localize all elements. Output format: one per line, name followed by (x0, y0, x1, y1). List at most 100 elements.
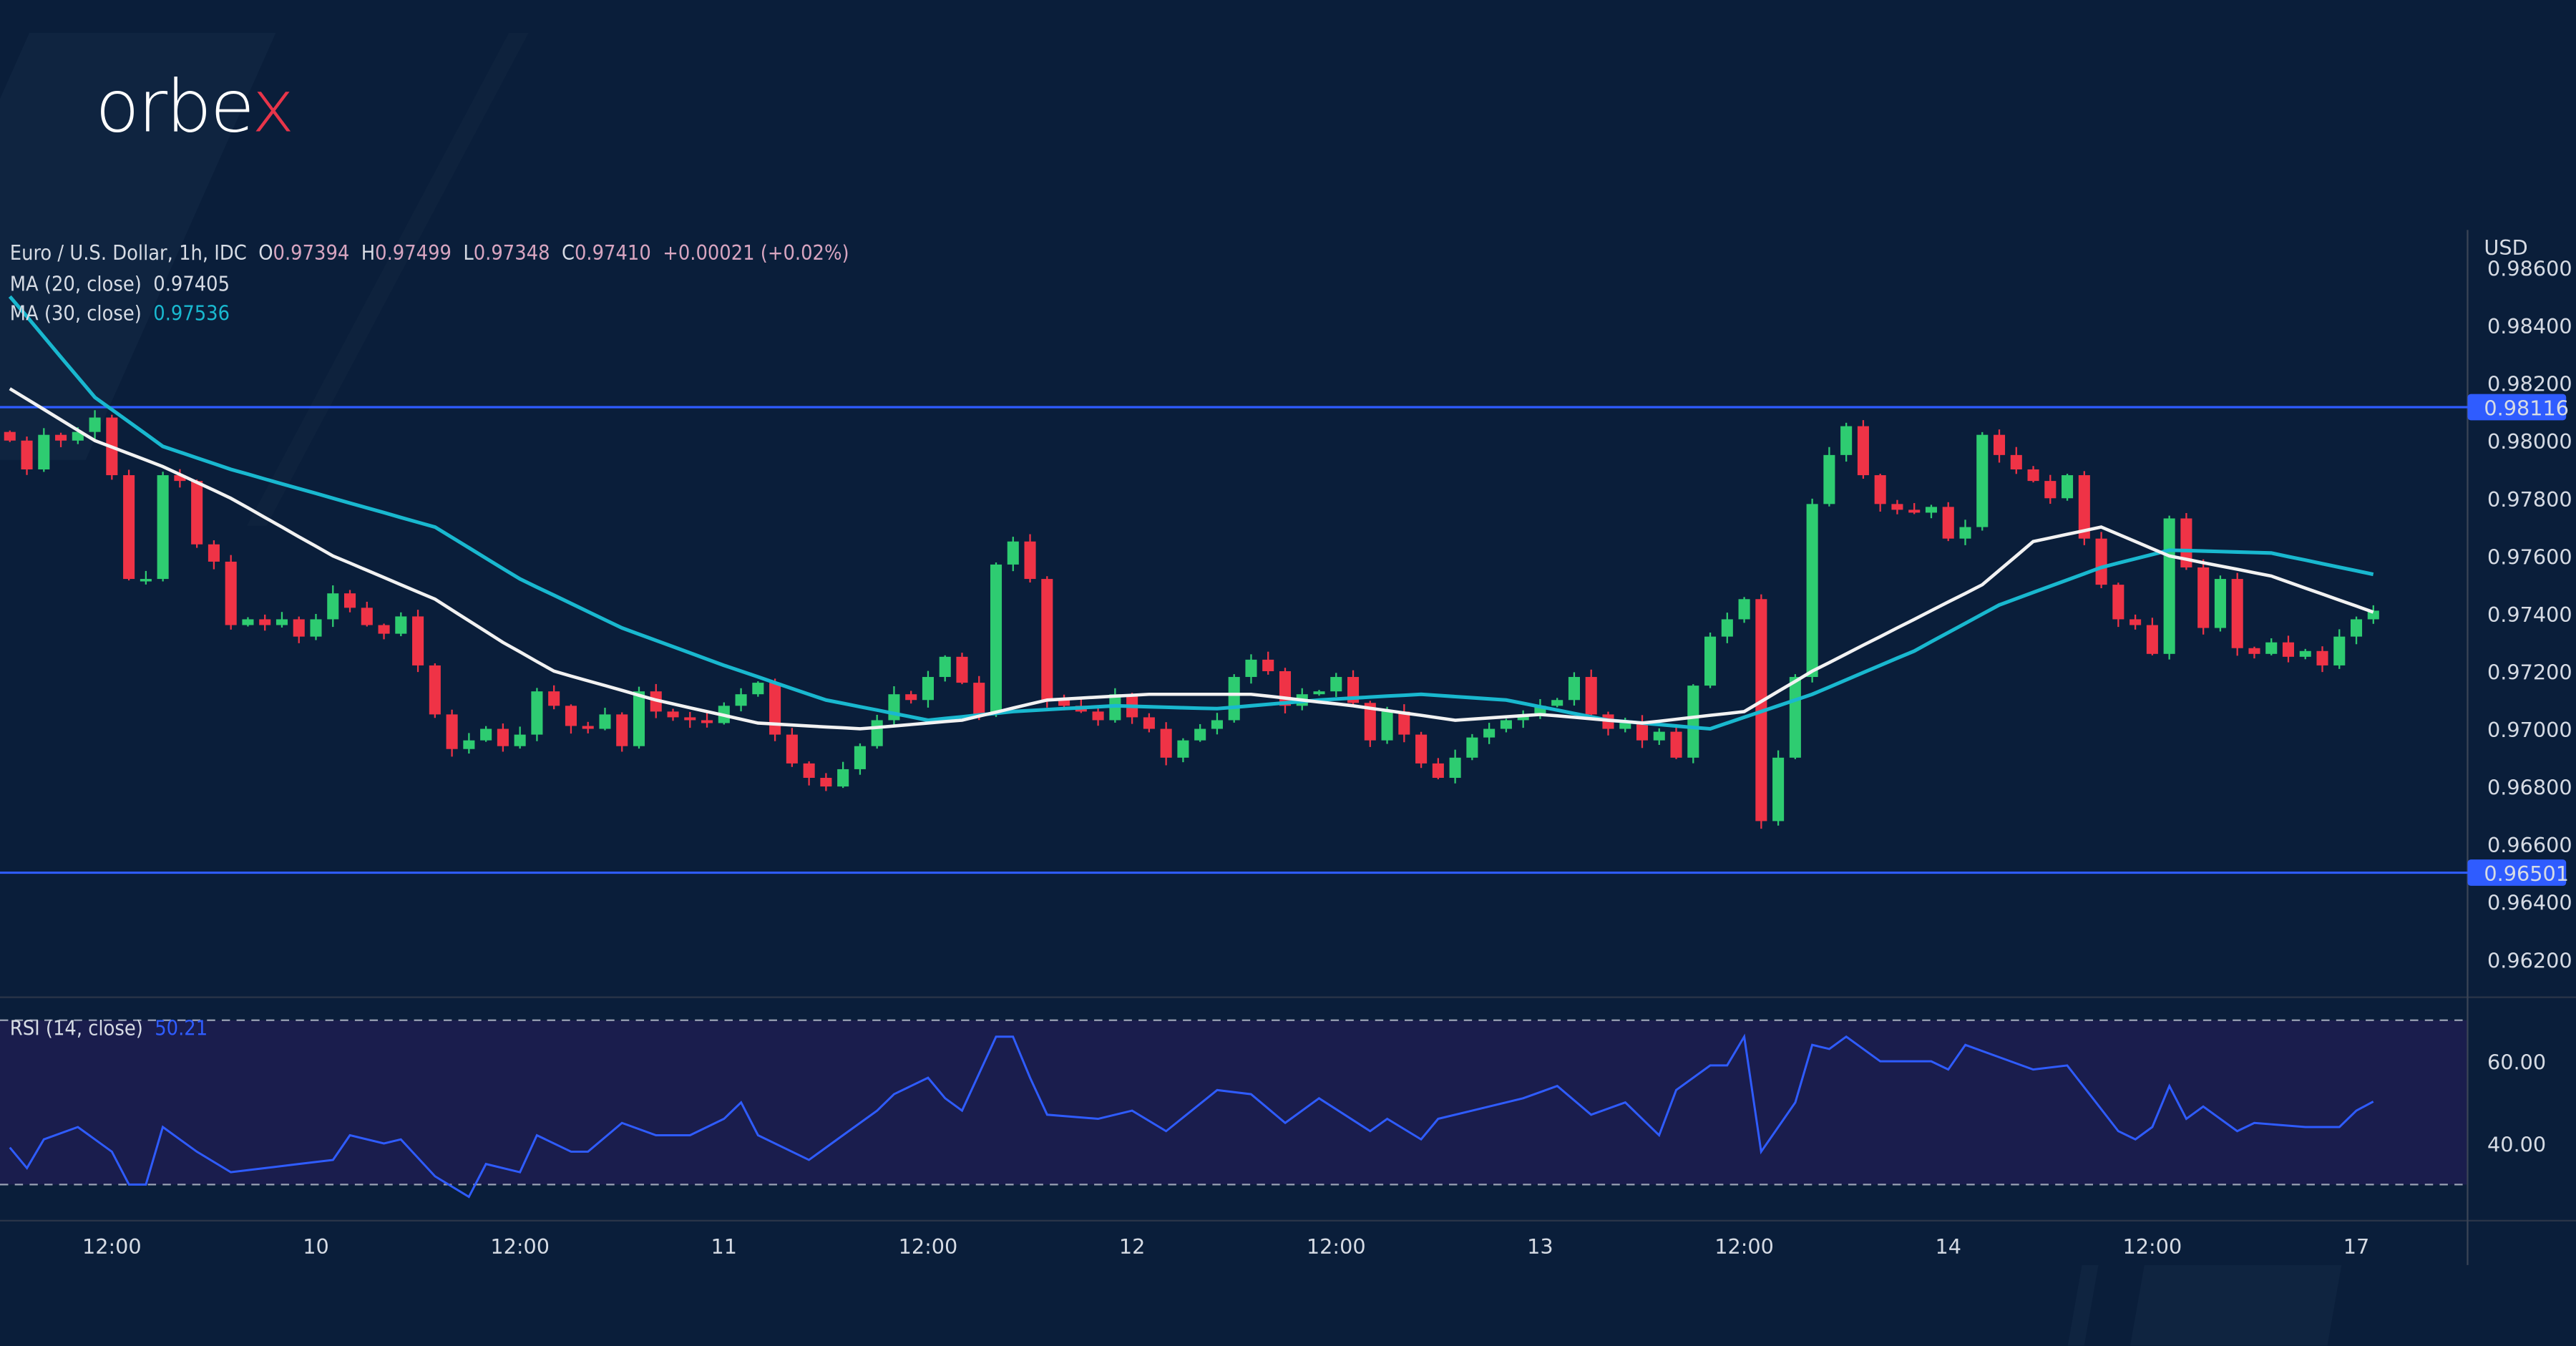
candle-body (157, 475, 169, 580)
candle-body (1177, 740, 1189, 758)
price-level-label: 0.98116 (2484, 396, 2569, 420)
candle (820, 773, 832, 791)
candle (2367, 605, 2379, 624)
candle-body (1449, 757, 1461, 779)
high-value: 0.97499 (375, 240, 452, 265)
candle (275, 612, 288, 628)
candle (225, 555, 237, 630)
candle-body (1925, 507, 1938, 513)
candle-body (1874, 475, 1886, 504)
time-tick-label: 12:00 (2123, 1234, 2182, 1259)
time-tick-label: 10 (303, 1234, 329, 1259)
candle-body (1551, 700, 1563, 706)
time-tick-label: 13 (1527, 1234, 1553, 1259)
ma30-label: MA (30, close) (9, 301, 142, 326)
candle-body (1840, 426, 1853, 455)
candle-body (2282, 642, 2295, 657)
candle-body (2180, 518, 2192, 567)
candle (1143, 713, 1155, 733)
candle-body (1398, 711, 1410, 735)
candle (565, 704, 577, 734)
candle-body (1721, 619, 1733, 637)
rsi-band (0, 1020, 2468, 1185)
candle (1602, 711, 1614, 736)
price-tick-label: 0.98000 (2487, 429, 2572, 454)
candle (361, 601, 373, 627)
candle (1806, 498, 1818, 683)
candle-body (1585, 677, 1597, 715)
ma20-legend: MA (20, close) 0.97405 (10, 271, 230, 296)
candle (2299, 648, 2311, 660)
candle (1432, 758, 1444, 780)
price-tick-label: 0.96800 (2487, 776, 2572, 800)
candle-body (2027, 469, 2039, 482)
candle-body (1806, 504, 1818, 678)
change-value: +0.00021 (+0.02%) (663, 240, 849, 265)
candle-body (1653, 731, 1665, 741)
close-label: C (561, 240, 575, 265)
candle-body (2316, 650, 2328, 665)
candle (2351, 616, 2363, 645)
time-tick-label: 12:00 (1307, 1234, 1366, 1259)
candle (1636, 715, 1649, 748)
candle-body (2197, 567, 2210, 628)
candle-body (2351, 619, 2363, 637)
candle-body (1823, 454, 1835, 504)
candle (701, 712, 713, 728)
rsi-line (9, 1033, 2374, 1199)
candle (1092, 708, 1104, 726)
candle-body (327, 593, 339, 620)
candle-body (820, 778, 832, 787)
candle (905, 691, 917, 704)
candle (1245, 654, 1257, 684)
candle (2146, 618, 2158, 655)
candle (803, 761, 815, 786)
candle-body (2299, 650, 2311, 657)
candle-body (1500, 720, 1512, 729)
candle-body (854, 746, 866, 769)
candle (1551, 698, 1563, 708)
candle-body (1789, 677, 1801, 758)
candle (1908, 503, 1921, 514)
candle-body (38, 434, 50, 470)
candle-body (1092, 711, 1104, 721)
candle (1857, 420, 1869, 479)
candle-body (1738, 599, 1750, 620)
candle (1874, 474, 1886, 512)
candle-body (1670, 731, 1682, 758)
candle-body (1704, 636, 1717, 686)
candle-body (939, 656, 951, 678)
currency-label: USD (2484, 235, 2527, 260)
candle (1126, 693, 1138, 724)
candle-body (803, 763, 815, 779)
candle-body (2146, 625, 2158, 654)
candle (497, 723, 509, 752)
candle (616, 712, 628, 752)
candle (38, 428, 50, 472)
candle (140, 570, 152, 585)
candle-body (633, 691, 645, 746)
candle-body (735, 694, 747, 706)
price-tick-label: 0.97000 (2487, 718, 2572, 742)
price-tick-label: 0.98200 (2487, 372, 2572, 396)
candle (310, 613, 322, 640)
candle (2062, 474, 2074, 501)
price-tick-label: 0.96600 (2487, 833, 2572, 857)
candle (55, 432, 67, 447)
price-tick-label: 0.97600 (2487, 545, 2572, 569)
candle-body (922, 677, 935, 701)
candle-body (259, 619, 271, 625)
candle-body (956, 656, 968, 683)
candle (259, 614, 271, 631)
candle-body (1330, 677, 1342, 692)
candle (1466, 733, 1478, 761)
candle-body (343, 593, 356, 608)
candle-body (2044, 481, 2057, 499)
candle (1075, 698, 1087, 713)
price-tick-label: 0.97800 (2487, 487, 2572, 512)
candle-body (21, 440, 33, 470)
candle (191, 479, 203, 548)
candle (2112, 582, 2124, 628)
